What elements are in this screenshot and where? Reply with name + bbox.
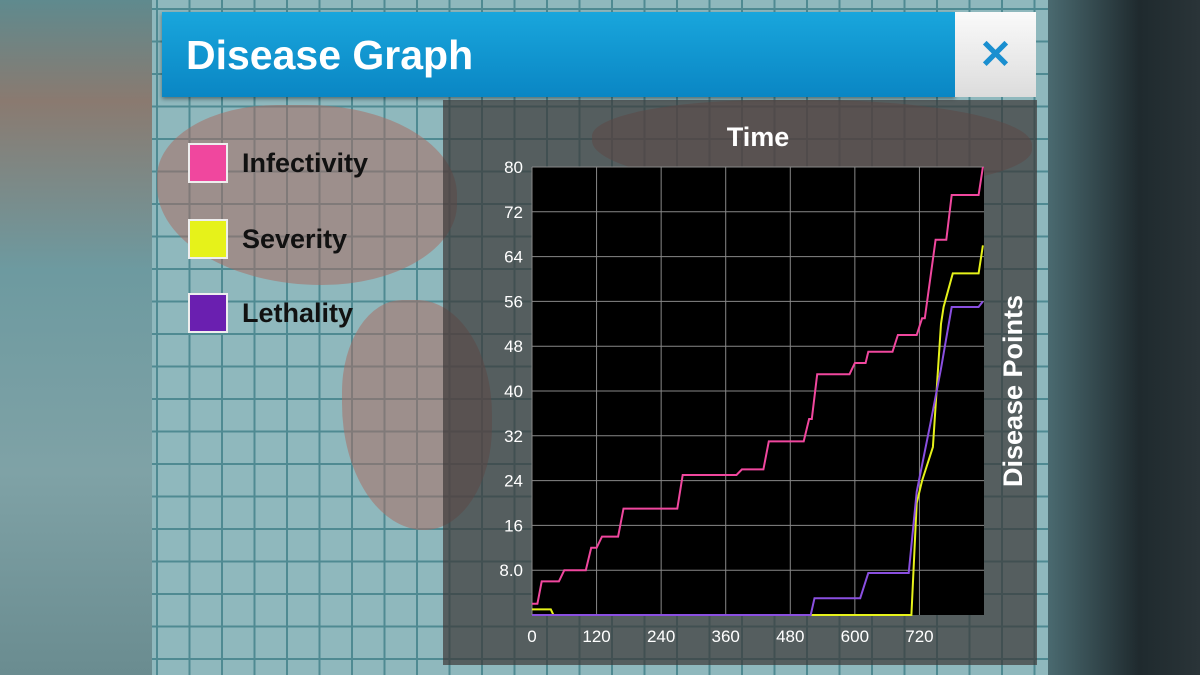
y-tick-label: 40	[504, 382, 523, 401]
y-tick-label: 56	[504, 292, 523, 311]
y-tick-label: 24	[504, 472, 523, 491]
background-blur-right	[1048, 0, 1200, 675]
y-tick-label: 80	[504, 158, 523, 177]
y-tick-label: 72	[504, 203, 523, 222]
legend-item-lethality: Lethality	[188, 293, 353, 333]
legend-label: Infectivity	[242, 147, 369, 178]
y-axis-label: Disease Points	[998, 295, 1028, 487]
legend-item-severity: Severity	[188, 219, 347, 259]
x-tick-label: 360	[712, 627, 740, 646]
x-tick-label: 0	[527, 627, 536, 646]
y-tick-label: 64	[504, 248, 523, 267]
dialog-title: Disease Graph	[186, 32, 474, 78]
x-tick-label: 720	[905, 627, 933, 646]
legend-label: Severity	[242, 223, 348, 254]
y-tick-label: 48	[504, 337, 523, 356]
close-button[interactable]: ✕	[955, 12, 1036, 97]
legend-item-infectivity: Infectivity	[188, 143, 368, 183]
x-tick-label: 240	[647, 627, 675, 646]
series-line-lethality	[532, 300, 984, 616]
y-tick-label: 32	[504, 427, 523, 446]
x-tick-label: 120	[582, 627, 610, 646]
dialog-header: Disease Graph	[162, 12, 955, 97]
close-icon: ✕	[978, 32, 1013, 77]
x-tick-label: 480	[776, 627, 804, 646]
series-line-infectivity	[532, 166, 984, 605]
background-blur-left	[0, 0, 152, 675]
y-tick-label: 8.0	[499, 561, 523, 580]
y-tick-label: 16	[504, 516, 523, 535]
legend-swatch	[188, 293, 228, 333]
legend-label: Lethality	[242, 297, 354, 328]
x-tick-label: 600	[841, 627, 869, 646]
chart-title: Time	[727, 122, 790, 152]
legend-swatch	[188, 219, 228, 259]
legend-swatch	[188, 143, 228, 183]
